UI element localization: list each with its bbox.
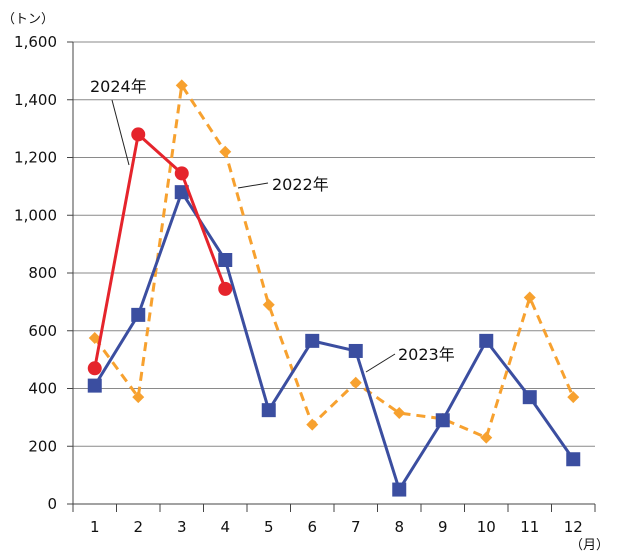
leader-line bbox=[237, 182, 269, 189]
x-tick-label: 8 bbox=[394, 518, 404, 536]
data-point bbox=[218, 281, 233, 296]
data-point bbox=[219, 145, 232, 158]
data-point bbox=[348, 343, 363, 358]
data-point bbox=[261, 403, 276, 418]
data-point bbox=[87, 378, 102, 393]
y-tick-label: 200 bbox=[28, 437, 57, 455]
data-point bbox=[131, 127, 146, 142]
data-point bbox=[522, 390, 537, 405]
y-tick-label: 1,600 bbox=[14, 33, 57, 51]
series-layer bbox=[87, 79, 581, 497]
series-line bbox=[93, 190, 575, 492]
gridlines bbox=[73, 41, 595, 447]
x-axis-unit: （月） bbox=[570, 538, 609, 553]
x-tick-label: 1 bbox=[90, 518, 100, 536]
x-tick-label: 4 bbox=[220, 518, 230, 536]
data-point bbox=[566, 452, 581, 467]
data-point bbox=[393, 407, 406, 420]
y-axis-unit: （トン） bbox=[2, 12, 54, 27]
series-label: 2024年 bbox=[90, 77, 147, 96]
series-line bbox=[93, 132, 227, 369]
series-2024 bbox=[87, 127, 233, 376]
series-2023 bbox=[87, 185, 581, 497]
y-tick-label: 1,000 bbox=[14, 206, 57, 224]
x-tick-label: 11 bbox=[520, 518, 539, 536]
data-point bbox=[87, 361, 102, 376]
x-tick-label: 5 bbox=[264, 518, 274, 536]
data-point bbox=[305, 333, 320, 348]
x-tick-label: 7 bbox=[351, 518, 361, 536]
y-tick-label: 0 bbox=[47, 495, 57, 513]
y-tick-label: 1,200 bbox=[14, 149, 57, 167]
series-label: 2022年 bbox=[272, 175, 329, 194]
data-point bbox=[262, 298, 275, 311]
data-point bbox=[479, 333, 494, 348]
x-tick-label: 2 bbox=[133, 518, 143, 536]
y-tick-label: 800 bbox=[28, 264, 57, 282]
data-point bbox=[174, 166, 189, 181]
data-point bbox=[88, 331, 101, 344]
leader-line bbox=[111, 99, 130, 166]
leader-line bbox=[365, 353, 396, 373]
x-tick-label: 9 bbox=[438, 518, 448, 536]
data-point bbox=[174, 185, 189, 200]
x-tick-label: 10 bbox=[477, 518, 496, 536]
data-point bbox=[567, 391, 580, 404]
data-point bbox=[175, 79, 188, 92]
data-point bbox=[392, 482, 407, 497]
x-tick-label: 6 bbox=[307, 518, 317, 536]
y-tick-label: 600 bbox=[28, 322, 57, 340]
data-point bbox=[523, 291, 536, 304]
data-point bbox=[218, 253, 233, 268]
data-point bbox=[306, 418, 319, 431]
y-tick-label: 1,400 bbox=[14, 91, 57, 109]
data-point bbox=[131, 307, 146, 322]
series-line bbox=[93, 83, 575, 440]
series-label: 2023年 bbox=[398, 345, 455, 364]
data-point bbox=[480, 431, 493, 444]
data-point bbox=[132, 391, 145, 404]
data-point bbox=[349, 376, 362, 389]
y-tick-label: 400 bbox=[28, 380, 57, 398]
series-annotations: 2022年 2023年 2024年 bbox=[90, 77, 455, 373]
x-tick-label: 12 bbox=[564, 518, 583, 536]
x-tick-label: 3 bbox=[177, 518, 187, 536]
data-point bbox=[435, 413, 450, 428]
